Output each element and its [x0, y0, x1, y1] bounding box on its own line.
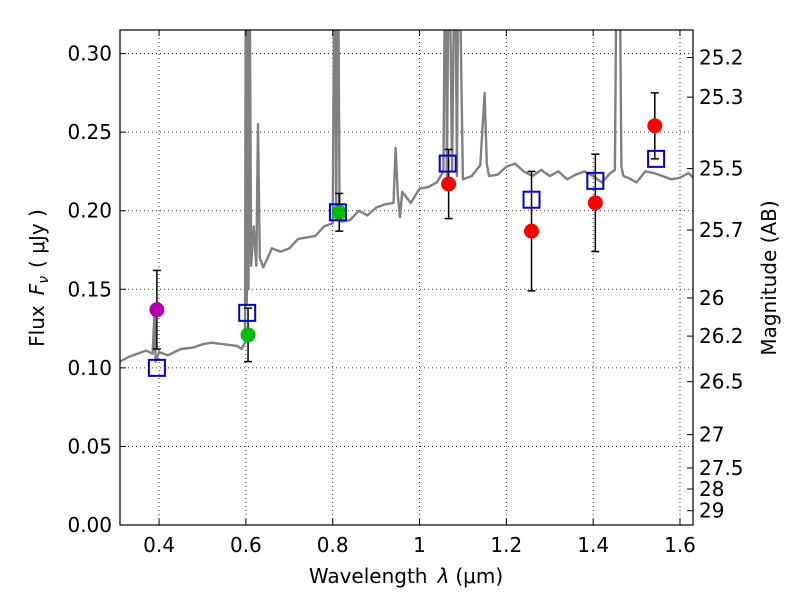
- y-tick-label: 0.30: [67, 42, 112, 66]
- grid: [120, 30, 693, 526]
- y-tick-label: 0.00: [67, 513, 112, 537]
- model-point: [438, 154, 457, 173]
- x-tick-label: 0.8: [317, 533, 349, 557]
- magnitude-tick-label: 25.7: [699, 218, 744, 242]
- magnitude-tick-label: 27: [699, 423, 724, 447]
- model-point: [647, 149, 666, 168]
- observed-point: [647, 118, 663, 134]
- y-axis-label: FluxFν( μJy ): [25, 209, 52, 347]
- x-tick-label: 1.6: [664, 533, 696, 557]
- magnitude-tick-label: 26.5: [699, 370, 744, 394]
- model-point: [238, 303, 257, 322]
- x-tick-label: 1: [413, 533, 426, 557]
- x-tick-label: 0.6: [230, 533, 262, 557]
- magnitude-tick-label: 27.5: [699, 456, 744, 480]
- magnitude-tick-label: 25.3: [699, 85, 744, 109]
- y-tick-label: 0.20: [67, 199, 112, 223]
- y2-axis-label: Magnitude (AB): [757, 200, 781, 355]
- y-tick-label: 0.10: [67, 356, 112, 380]
- y-tick-label: 0.05: [67, 434, 112, 458]
- plot-background: [120, 30, 693, 525]
- magnitude-tick-label: 25.5: [699, 157, 744, 181]
- observed-point: [240, 327, 256, 343]
- magnitude-tick-label: 29: [699, 499, 724, 523]
- observed-point: [587, 195, 603, 211]
- y-tick-label: 0.15: [67, 277, 112, 301]
- model-points: [147, 149, 666, 377]
- magnitude-tick-label: 28: [699, 477, 724, 501]
- x-tick-label: 1.4: [577, 533, 609, 557]
- observed-point: [331, 204, 347, 220]
- x-axis-ticks: 0.4 0.6 0.8 1 1.2 1.4 1.6: [143, 30, 696, 557]
- x-tick-label: 0.4: [143, 533, 175, 557]
- model-point: [522, 190, 541, 209]
- observed-point: [441, 176, 457, 192]
- observed-points: [149, 118, 663, 343]
- magnitude-tick-label: 26: [699, 286, 724, 310]
- x-tick-label: 1.2: [490, 533, 522, 557]
- x-axis-label: Wavelength λ (μm): [309, 564, 503, 588]
- y-axis-ticks: 0.00 0.05 0.10 0.15 0.20 0.25 0.30: [67, 42, 126, 537]
- model-point: [147, 358, 166, 377]
- y-tick-label: 0.25: [67, 120, 112, 144]
- model-point: [586, 171, 605, 190]
- magnitude-tick-label: 26.2: [699, 324, 744, 348]
- observed-point: [524, 223, 540, 239]
- plot-frame: [119, 29, 694, 526]
- magnitude-tick-label: 25.2: [699, 46, 744, 70]
- observed-point: [149, 302, 165, 318]
- spectrum-line: [120, 30, 693, 363]
- model-point: [328, 203, 347, 222]
